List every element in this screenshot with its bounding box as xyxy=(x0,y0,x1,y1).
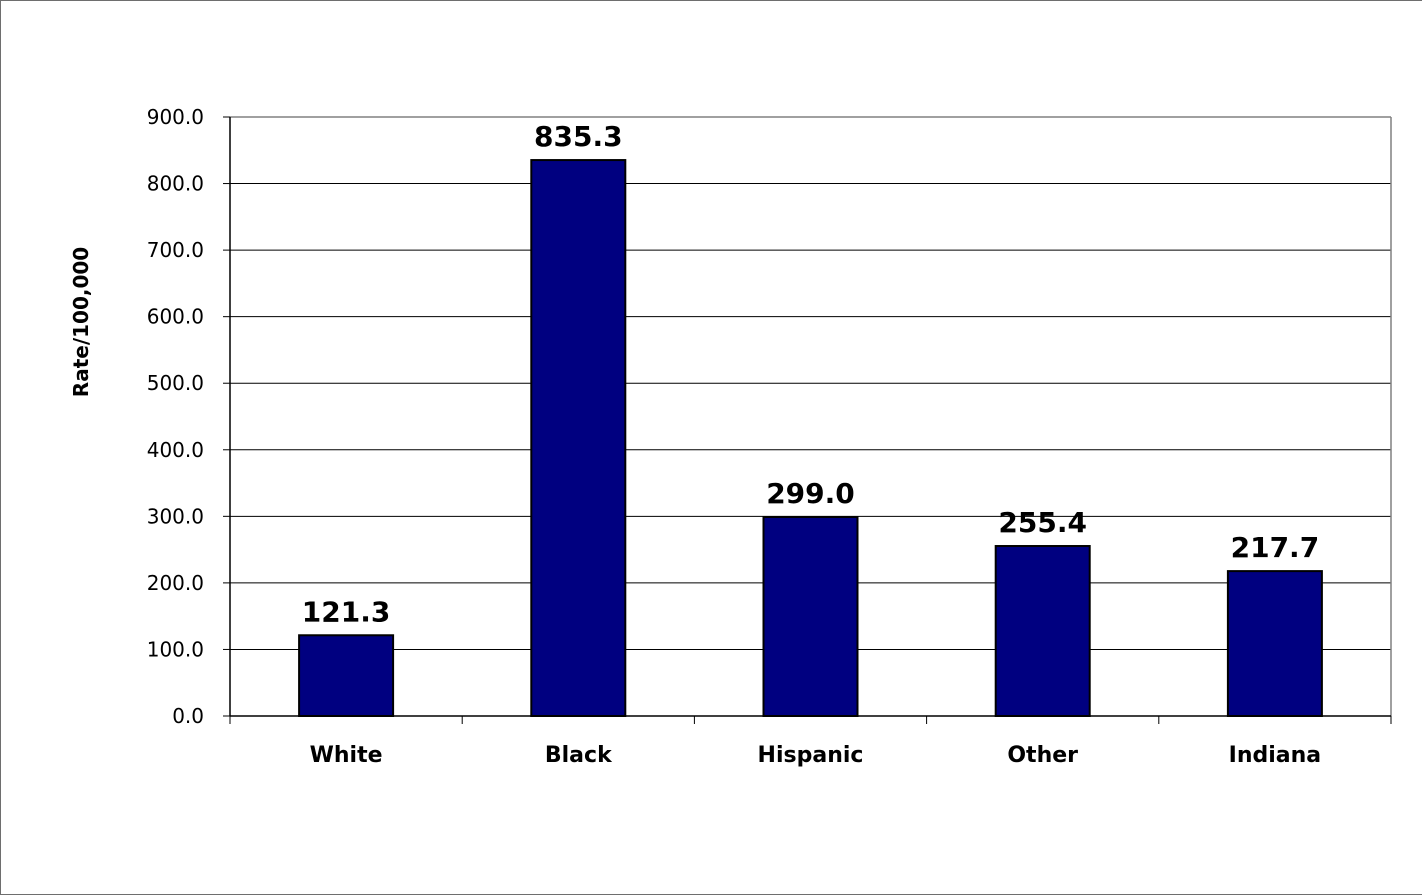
bar-other xyxy=(994,545,1091,717)
y-tick-label: 400.0 xyxy=(147,438,204,462)
y-tick-label: 200.0 xyxy=(147,571,204,595)
data-label: 255.4 xyxy=(998,506,1087,539)
y-tick-label: 0.0 xyxy=(172,704,204,728)
data-label: 121.3 xyxy=(302,595,391,628)
y-tick-labels: 0.0 100.0 200.0 300.0 400.0 500.0 600.0 700.0 80… xyxy=(147,105,204,728)
y-tick-label: 900.0 xyxy=(147,105,204,129)
bar-indiana xyxy=(1226,570,1323,718)
bar-hispanic xyxy=(762,515,859,718)
data-label: 217.7 xyxy=(1231,531,1320,564)
x-category-label: White xyxy=(310,743,383,768)
data-labels: 121.3 835.3 299.0 255.4 217.7 xyxy=(302,120,1319,628)
y-tick-label: 100.0 xyxy=(147,637,204,661)
y-tick-label: 700.0 xyxy=(147,238,204,262)
data-label: 299.0 xyxy=(766,477,855,510)
x-category-labels: White Black Hispanic Other Indiana xyxy=(310,743,1322,768)
x-category-label: Indiana xyxy=(1229,743,1322,768)
x-category-label: Other xyxy=(1007,743,1078,768)
y-tick-label: 500.0 xyxy=(147,371,204,395)
y-tick-label: 300.0 xyxy=(147,504,204,528)
y-tick-label: 800.0 xyxy=(147,172,204,196)
x-category-label: Black xyxy=(545,743,613,768)
bar-black xyxy=(530,159,627,717)
bars xyxy=(298,159,1323,718)
axes xyxy=(223,116,1392,724)
y-tick-label: 600.0 xyxy=(147,305,204,329)
y-axis-label: Rate/100,000 xyxy=(69,247,93,397)
x-category-label: Hispanic xyxy=(758,743,864,768)
data-label: 835.3 xyxy=(534,120,623,153)
bar-white xyxy=(298,634,395,718)
